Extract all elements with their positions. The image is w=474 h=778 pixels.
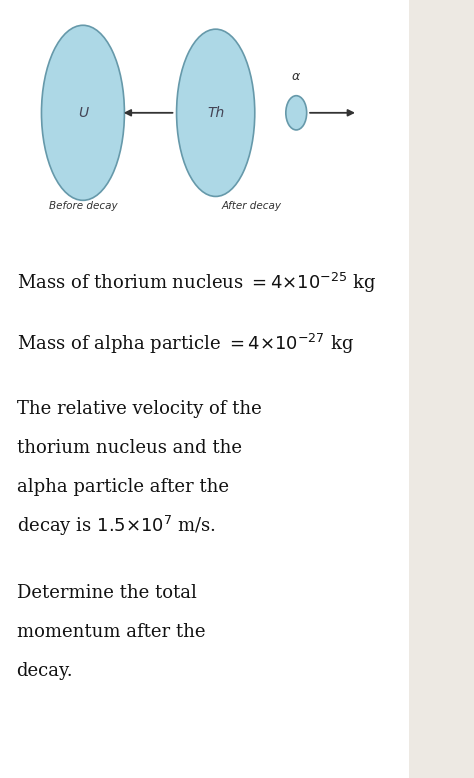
Text: alpha particle after the: alpha particle after the — [17, 478, 228, 496]
Text: α: α — [292, 70, 301, 83]
Text: The relative velocity of the: The relative velocity of the — [17, 400, 261, 419]
Text: Before decay: Before decay — [49, 202, 117, 211]
Text: Th: Th — [207, 106, 224, 120]
Text: decay is $1.5{\times}10^{7}$ m/s.: decay is $1.5{\times}10^{7}$ m/s. — [17, 514, 216, 538]
Text: Determine the total: Determine the total — [17, 584, 196, 602]
Ellipse shape — [41, 26, 124, 201]
Text: U: U — [78, 106, 88, 120]
Text: After decay: After decay — [221, 202, 281, 211]
Ellipse shape — [176, 30, 255, 197]
Text: thorium nucleus and the: thorium nucleus and the — [17, 439, 242, 457]
Text: decay.: decay. — [17, 661, 73, 680]
Circle shape — [286, 96, 307, 130]
Bar — [409, 0, 474, 778]
Text: Mass of thorium nucleus $= 4{\times}10^{-25}$ kg: Mass of thorium nucleus $= 4{\times}10^{… — [17, 272, 376, 295]
Text: Mass of alpha particle $= 4{\times}10^{-27}$ kg: Mass of alpha particle $= 4{\times}10^{-… — [17, 332, 354, 356]
Text: momentum after the: momentum after the — [17, 622, 205, 641]
